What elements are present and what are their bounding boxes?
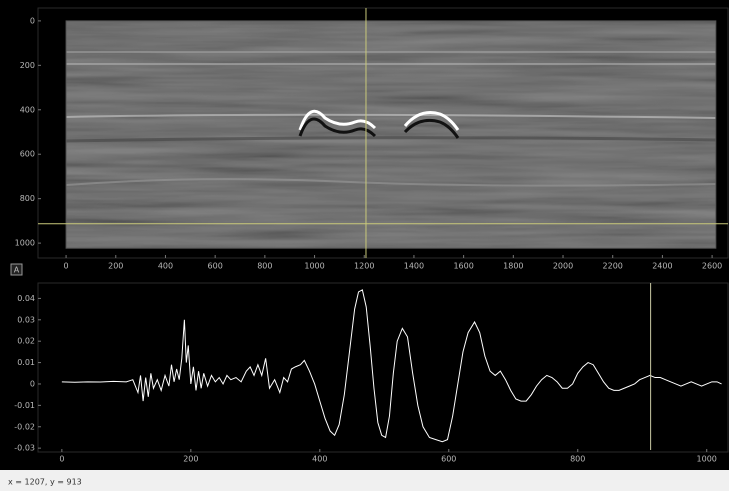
reflector xyxy=(66,113,716,119)
hyperbola xyxy=(403,111,460,131)
y-tick-label: 0 xyxy=(30,16,35,25)
image-extent xyxy=(65,20,717,249)
hyperbola xyxy=(298,117,377,138)
status-text: x = 1207, y = 913 xyxy=(8,478,82,487)
y-tick-label: -0.01 xyxy=(14,401,35,410)
x-tick-label: 1600 xyxy=(453,262,473,271)
x-tick-label: 2600 xyxy=(702,262,722,271)
button-label[interactable]: A xyxy=(14,266,20,275)
x-tick-label: 1800 xyxy=(503,262,523,271)
x-tick-label: 2400 xyxy=(652,262,672,271)
radargram-tone xyxy=(66,21,716,248)
y-tick-label: 1000 xyxy=(15,239,35,248)
radargram xyxy=(66,21,716,248)
y-tick-label: 200 xyxy=(20,61,35,70)
auto-range-button[interactable] xyxy=(10,263,23,276)
y-tick-label: 0 xyxy=(30,379,35,388)
x-tick-label: 2000 xyxy=(553,262,573,271)
x-tick-label: 600 xyxy=(441,455,456,464)
hyperbola xyxy=(298,109,377,131)
hyperbola xyxy=(403,118,460,139)
y-tick-label: 600 xyxy=(20,150,35,159)
y-tick-label: 400 xyxy=(20,105,35,114)
y-tick-label: -0.02 xyxy=(14,422,35,431)
x-tick-label: 2200 xyxy=(603,262,623,271)
y-tick-label: -0.03 xyxy=(14,444,35,453)
plot-frame xyxy=(37,7,729,259)
x-tick-label: 800 xyxy=(570,455,585,464)
reflector xyxy=(66,178,716,187)
radargram-texture xyxy=(66,21,716,248)
y-tick-label: 0.02 xyxy=(17,337,35,346)
trace-line xyxy=(61,289,722,443)
y-tick-label: 0.04 xyxy=(17,294,35,303)
x-tick-label: 1000 xyxy=(697,455,717,464)
y-tick-label: 0.01 xyxy=(17,358,35,367)
x-tick-label: 400 xyxy=(312,455,327,464)
reflector xyxy=(66,136,716,143)
status-bar xyxy=(0,470,729,491)
y-tick-label: 0.03 xyxy=(17,315,35,324)
x-tick-label: 400 xyxy=(158,262,173,271)
x-tick-label: 1000 xyxy=(304,262,324,271)
plot-frame xyxy=(37,282,729,453)
x-tick-label: 800 xyxy=(257,262,272,271)
x-tick-label: 0 xyxy=(59,455,64,464)
x-tick-label: 200 xyxy=(108,262,123,271)
x-tick-label: 200 xyxy=(183,455,198,464)
x-tick-label: 1200 xyxy=(354,262,374,271)
x-tick-label: 0 xyxy=(64,262,69,271)
x-tick-label: 600 xyxy=(208,262,223,271)
x-tick-label: 1400 xyxy=(404,262,424,271)
y-tick-label: 800 xyxy=(20,194,35,203)
